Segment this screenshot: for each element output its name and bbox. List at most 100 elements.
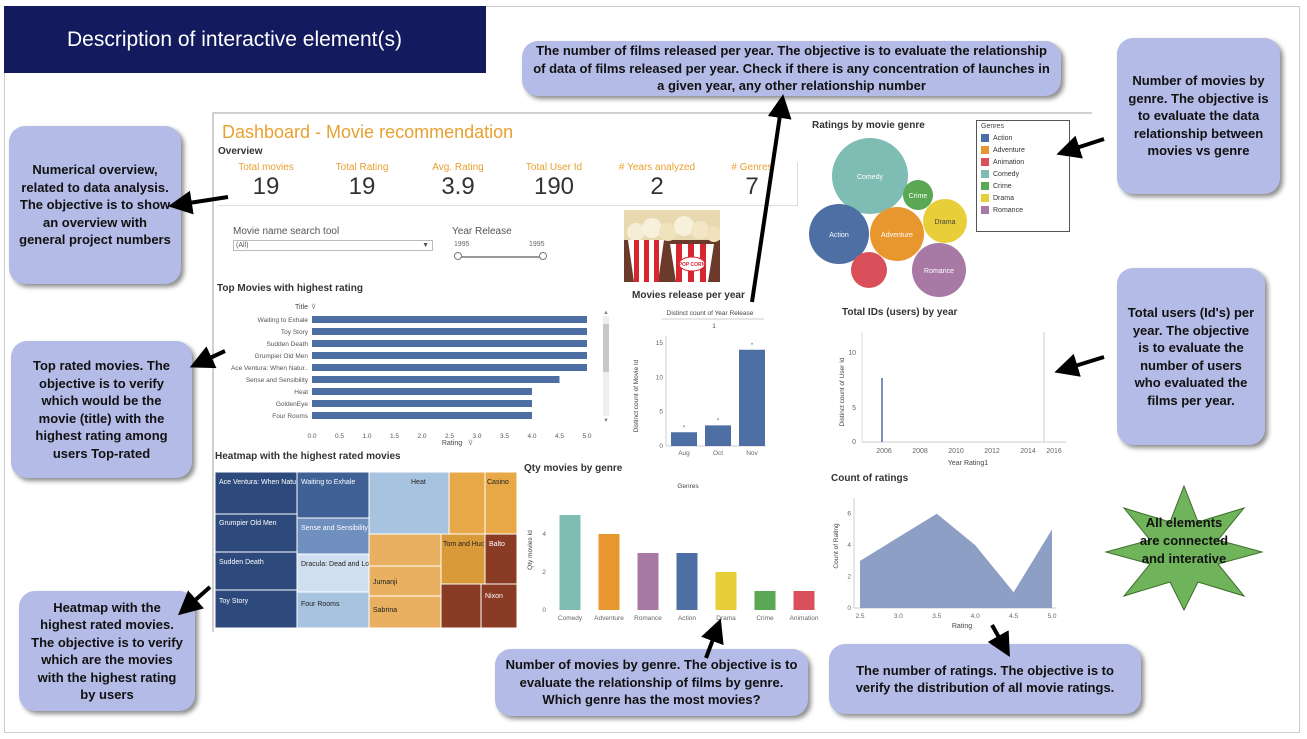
heatmap-cell[interactable] <box>484 471 518 535</box>
top-movies-xtick: 1.5 <box>390 433 399 440</box>
genre-legend-item[interactable]: Romance <box>981 204 1065 216</box>
genre-legend-item[interactable]: Animation <box>981 156 1065 168</box>
users-ytick: 5 <box>852 405 856 412</box>
qty-genre-bar[interactable] <box>559 515 581 610</box>
sort-icon[interactable]: ⊽ <box>468 439 473 447</box>
heatmap-cell-label: Jumanji <box>373 579 398 586</box>
top-movies-row-label: Four Rooms <box>272 413 309 420</box>
genre-legend-item[interactable]: Comedy <box>981 168 1065 180</box>
bubble-crime[interactable] <box>903 180 933 210</box>
heatmap-cell[interactable] <box>368 533 442 567</box>
top-movies-bar[interactable] <box>312 400 532 407</box>
release-chart[interactable]: Distinct count of Year Release 1 Distinc… <box>626 306 778 468</box>
genre-legend-item[interactable]: Crime <box>981 180 1065 192</box>
star-text: All elements are connected and interativ… <box>1139 515 1229 566</box>
release-ytick: 0 <box>659 443 663 450</box>
qty-genre-bar[interactable] <box>637 553 659 610</box>
scroll-up-icon[interactable]: ▲ <box>603 310 609 316</box>
heatmap-cell[interactable] <box>296 517 370 555</box>
year-slider-track[interactable] <box>457 256 545 258</box>
qty-genre-bar[interactable] <box>754 591 776 610</box>
heatmap-cell[interactable] <box>440 583 482 629</box>
kpi-total-rating[interactable]: Total Rating 19 <box>314 162 410 201</box>
heatmap-cell[interactable] <box>448 471 486 535</box>
heatmap-cell[interactable] <box>368 471 450 535</box>
heatmap-cell[interactable] <box>368 565 442 597</box>
release-bar[interactable] <box>739 349 765 446</box>
heatmap-title: Heatmap with the highest rated movies <box>215 451 401 462</box>
genre-legend-item[interactable]: Adventure <box>981 144 1065 156</box>
bubble-animation[interactable] <box>851 252 887 288</box>
top-movies-bar[interactable] <box>312 352 587 359</box>
users-chart[interactable]: Distinct count of User Id 0 5 10 2006 20… <box>836 322 1070 472</box>
heatmap-cell-label: Sudden Death <box>219 559 264 566</box>
ratings-chart[interactable]: Count of Rating Rating 0 2 4 6 2.5 3.0 3.5 4.0 4… <box>830 488 1070 630</box>
kpi-avg-rating[interactable]: Avg. Rating 3.9 <box>410 162 506 201</box>
heatmap-cell[interactable] <box>215 471 298 515</box>
release-ytick: 10 <box>656 374 664 381</box>
movie-search-dropdown[interactable]: (All) ▼ <box>233 240 433 251</box>
kpi-total-movies[interactable]: Total movies 19 <box>218 162 314 201</box>
ratings-area[interactable] <box>860 513 1052 608</box>
heatmap-cell[interactable] <box>296 471 370 519</box>
top-movies-xtick: 1.0 <box>362 433 371 440</box>
heatmap-cell[interactable] <box>296 553 370 593</box>
ratings-ytick: 6 <box>847 511 851 518</box>
release-xtick: Aug <box>678 450 690 457</box>
top-movies-bar[interactable] <box>312 340 587 347</box>
genre-bubble-chart[interactable]: Comedy Crime Action Adventure Drama Roma… <box>806 132 976 300</box>
bubble-romance[interactable] <box>912 243 966 297</box>
top-movies-chart[interactable]: Title ⊽ Waiting to Exhale Toy Story Sudden… <box>212 298 616 450</box>
heatmap-cell[interactable] <box>215 551 298 591</box>
top-movies-bar[interactable] <box>312 412 532 419</box>
top-movies-bar[interactable] <box>312 316 587 323</box>
kpi-years-analyzed[interactable]: # Years analyzed 2 <box>602 162 712 201</box>
legend-swatch <box>981 134 989 142</box>
bubble-adventure[interactable] <box>870 207 924 261</box>
qty-genre-bar[interactable] <box>676 553 698 610</box>
scroll-down-icon[interactable]: ▼ <box>603 418 609 424</box>
genre-legend-item[interactable]: Drama <box>981 192 1065 204</box>
kpi-total-user-id[interactable]: Total User Id 190 <box>506 162 602 201</box>
genre-bubbles-title: Ratings by movie genre <box>812 120 925 131</box>
qty-genre-chart-title: Genres <box>677 483 699 490</box>
top-movies-bar[interactable] <box>312 364 587 371</box>
top-movies-row-label: GoldenEye <box>276 401 309 408</box>
qty-genre-bar[interactable] <box>793 591 815 610</box>
ratings-ytick: 0 <box>847 605 851 612</box>
search-label: Movie name search tool <box>233 226 340 237</box>
top-movies-bar[interactable] <box>312 388 532 395</box>
bubble-comedy[interactable] <box>832 138 908 214</box>
release-bar[interactable] <box>671 432 697 446</box>
qty-genre-bar[interactable] <box>598 534 620 610</box>
top-movies-bar[interactable] <box>312 328 587 335</box>
callout-heatmap: Heatmap with the highest rated movies. T… <box>19 591 195 711</box>
filter-icon[interactable]: ⊽ <box>311 303 316 311</box>
callout-release: The number of films released per year. T… <box>522 41 1061 96</box>
scrollbar-thumb[interactable] <box>603 324 609 372</box>
heatmap-treemap[interactable]: Ace Ventura: When Nature Calls Grumpier … <box>215 468 519 630</box>
heatmap-cell[interactable] <box>480 583 518 629</box>
year-slider-handle-max[interactable] <box>539 252 547 260</box>
qty-genre-bar[interactable] <box>715 572 737 610</box>
dashboard-top-border <box>212 112 1092 114</box>
top-movies-title: Top Movies with highest rating <box>217 283 363 294</box>
qty-genre-chart[interactable]: Genres Qty movies Id 0 2 4 Comedy Adventure R… <box>524 478 824 632</box>
heatmap-cell[interactable] <box>215 589 298 629</box>
kpi-genres[interactable]: # Genres 7 <box>712 162 792 201</box>
bubble-action[interactable] <box>809 204 869 264</box>
heatmap-cell[interactable] <box>296 591 370 629</box>
genre-legend-item[interactable]: Action <box>981 132 1065 144</box>
release-bar[interactable] <box>705 425 731 446</box>
release-xtick: Oct <box>713 450 723 457</box>
top-movies-xtick: 3.0 <box>472 433 481 440</box>
release-facet-label: 1 <box>712 323 716 330</box>
release-bar-marker: * <box>717 418 720 424</box>
top-movies-bar[interactable] <box>312 376 560 383</box>
kpi-label: Total Rating <box>335 162 389 173</box>
release-bar-marker: * <box>751 343 754 349</box>
top-movies-row-label: Toy Story <box>281 329 309 336</box>
year-slider-handle-min[interactable] <box>454 252 462 260</box>
heatmap-cell[interactable] <box>484 533 518 585</box>
bubble-drama[interactable] <box>923 199 967 243</box>
